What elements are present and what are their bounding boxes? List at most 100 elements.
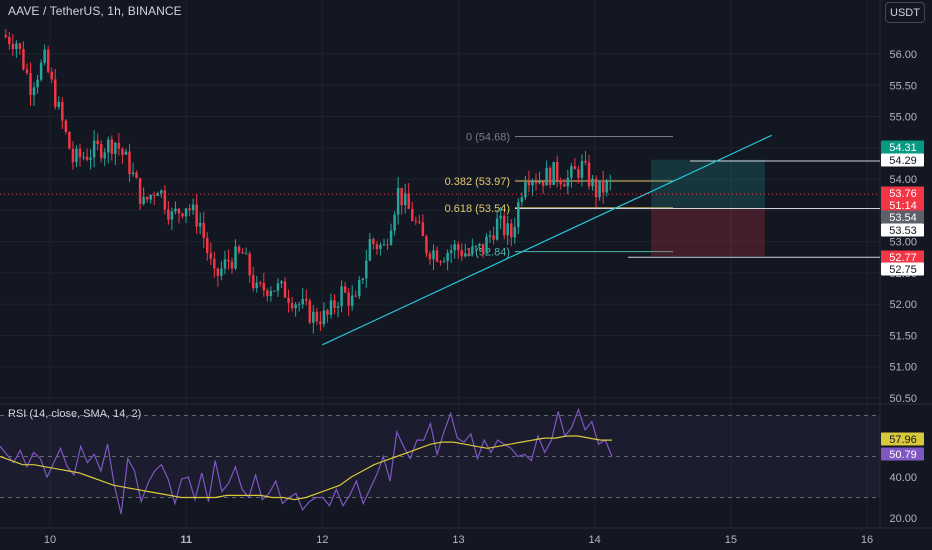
candle-body: [39, 62, 43, 80]
candle-body: [85, 156, 89, 160]
price-label-bg: [881, 153, 924, 167]
candle-body: [432, 250, 435, 260]
candle-body: [308, 300, 312, 323]
candle-body: [301, 298, 304, 305]
candle-body: [319, 321, 322, 325]
candle-body: [78, 148, 82, 158]
candle-body: [262, 282, 266, 291]
candle-body: [11, 43, 15, 50]
rsi-line: [0, 407, 613, 515]
candle-body: [280, 281, 283, 284]
price-label: 53.54: [889, 212, 917, 224]
candle-body: [294, 304, 297, 309]
candle-body: [347, 292, 350, 306]
candle-body: [379, 244, 382, 249]
candle-body: [273, 290, 276, 292]
candle-body: [25, 69, 29, 74]
price-axis[interactable]: 56.0055.5055.0054.5054.0053.5053.0052.50…: [881, 49, 924, 525]
y-tick-label: 51.50: [889, 330, 917, 342]
candle-body: [414, 220, 418, 222]
candle-body: [50, 71, 53, 80]
price-label: 52.75: [889, 264, 917, 276]
candle-body: [460, 250, 464, 257]
price-label: 54.29: [889, 155, 917, 167]
candle-body: [209, 252, 213, 259]
candle-body: [506, 223, 509, 236]
long-position-tool[interactable]: [515, 159, 880, 258]
fib-level-label: 0 (54.68): [466, 132, 510, 144]
candle-body: [167, 209, 170, 220]
x-tick-label: 13: [452, 534, 464, 546]
candle-body: [471, 246, 474, 255]
candle-body: [46, 49, 50, 72]
price-label-bg: [881, 186, 924, 200]
candle-body: [407, 193, 410, 209]
candle-body: [474, 246, 478, 248]
x-tick-label: 10: [44, 534, 56, 546]
candle-body: [442, 261, 446, 263]
candle-body: [276, 283, 280, 291]
candle-body: [322, 310, 326, 325]
candle-body: [244, 253, 248, 255]
candle-body: [135, 172, 138, 179]
candle-body: [336, 306, 340, 308]
candle-body: [216, 268, 220, 276]
candle-body: [354, 295, 357, 297]
candle-body: [191, 204, 195, 211]
candle-body: [605, 181, 608, 193]
candles: [4, 28, 612, 334]
candle-body: [174, 208, 177, 212]
candle-body: [184, 208, 188, 217]
x-tick-label: 14: [589, 534, 601, 546]
candle-body: [304, 298, 308, 301]
price-label: 53.76: [889, 188, 917, 200]
candle-body: [396, 187, 400, 215]
candle-body: [573, 166, 577, 170]
candle-body: [499, 215, 502, 219]
fibonacci-retracement[interactable]: 0 (54.68) 0.382 (53.97) 0.618 (53.54) 1 (52…: [445, 132, 673, 259]
candle-body: [71, 148, 75, 163]
candle-body: [18, 43, 22, 49]
candle-body: [333, 300, 336, 308]
candle-body: [89, 157, 92, 160]
y-tick-label: 52.00: [889, 299, 917, 311]
candle-body: [584, 160, 587, 163]
candle-body: [255, 282, 258, 289]
candle-body: [591, 178, 594, 187]
candle-body: [517, 202, 520, 227]
candle-body: [531, 181, 534, 186]
candle-body: [181, 213, 184, 217]
candle-body: [594, 178, 598, 198]
candle-body: [213, 258, 216, 269]
y-tick-label: 53.00: [889, 237, 917, 249]
candle-body: [372, 239, 375, 245]
candle-body: [598, 180, 601, 198]
currency-button[interactable]: USDT: [885, 2, 925, 23]
time-axis[interactable]: 10 11 12 13 14 15 16: [44, 534, 873, 546]
candle-body: [170, 211, 174, 220]
candle-body: [527, 181, 531, 186]
candle-body: [555, 161, 559, 181]
rsi-ma-line: [0, 435, 612, 501]
candle-body: [570, 166, 573, 178]
trendline[interactable]: [322, 134, 772, 346]
candle-body: [467, 253, 471, 255]
candle-body: [485, 236, 488, 253]
candle-body: [418, 221, 421, 223]
candle-body: [446, 252, 449, 262]
candle-body: [326, 310, 329, 315]
candle-body: [8, 37, 11, 44]
candle-body: [283, 281, 287, 298]
candle-body: [312, 311, 315, 323]
candle-body: [156, 193, 160, 196]
candle-body: [449, 250, 453, 253]
candle-body: [124, 151, 128, 155]
candle-body: [61, 101, 64, 121]
fib-level-label: 0.382 (53.97): [445, 176, 510, 188]
candle-body: [548, 167, 552, 185]
candle-body: [117, 142, 121, 149]
rsi-y-tick-label: 40.00: [889, 472, 917, 484]
profit-zone: [651, 159, 765, 208]
candle-body: [54, 79, 57, 107]
